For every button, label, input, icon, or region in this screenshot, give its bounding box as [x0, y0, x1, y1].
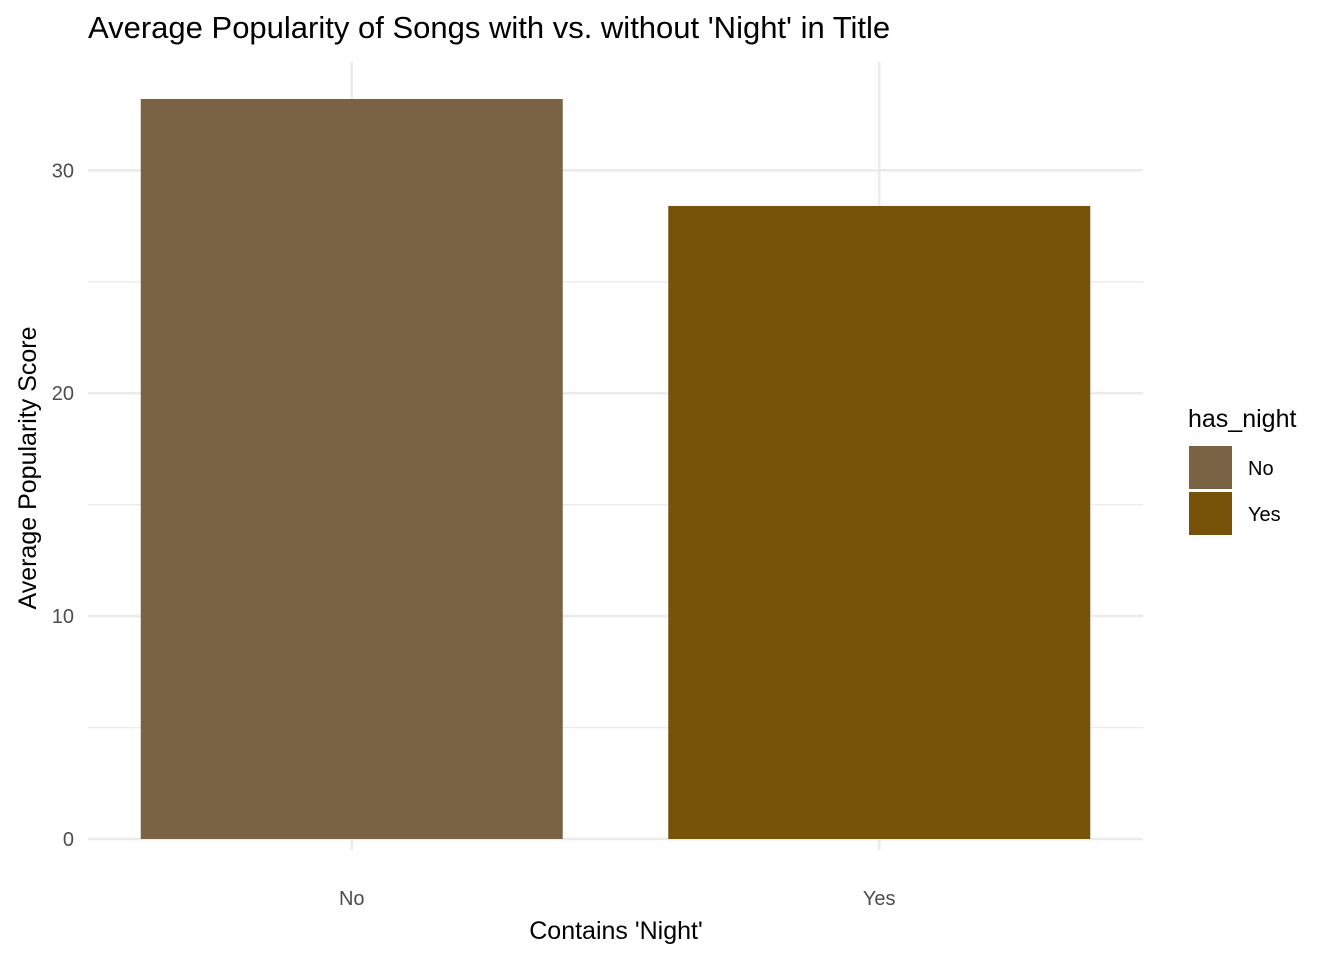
x-tick-label: Yes — [863, 888, 896, 910]
legend-label-no: No — [1248, 458, 1274, 480]
chart-title: Average Popularity of Songs with vs. wit… — [88, 10, 890, 45]
legend-label-yes: Yes — [1248, 504, 1281, 526]
legend: has_night No Yes — [1188, 405, 1296, 535]
legend-swatch-no — [1189, 446, 1232, 489]
y-tick-label: 20 — [52, 383, 74, 405]
y-axis-title: Average Popularity Score — [14, 326, 42, 609]
legend-entries: No Yes — [1189, 446, 1281, 535]
x-tick-label: No — [339, 888, 365, 910]
x-tick-labels: No Yes — [339, 888, 896, 910]
legend-title: has_night — [1188, 405, 1296, 433]
x-axis-title: Contains 'Night' — [529, 917, 703, 945]
y-tick-labels: 0 10 20 30 — [52, 160, 74, 851]
bar-yes — [668, 205, 1091, 840]
bar-no — [140, 99, 563, 839]
bar-layer — [140, 99, 1091, 840]
y-tick-label: 30 — [52, 160, 74, 182]
y-tick-label: 10 — [52, 606, 74, 628]
legend-swatch-yes — [1189, 492, 1232, 535]
y-tick-label: 0 — [63, 829, 74, 851]
